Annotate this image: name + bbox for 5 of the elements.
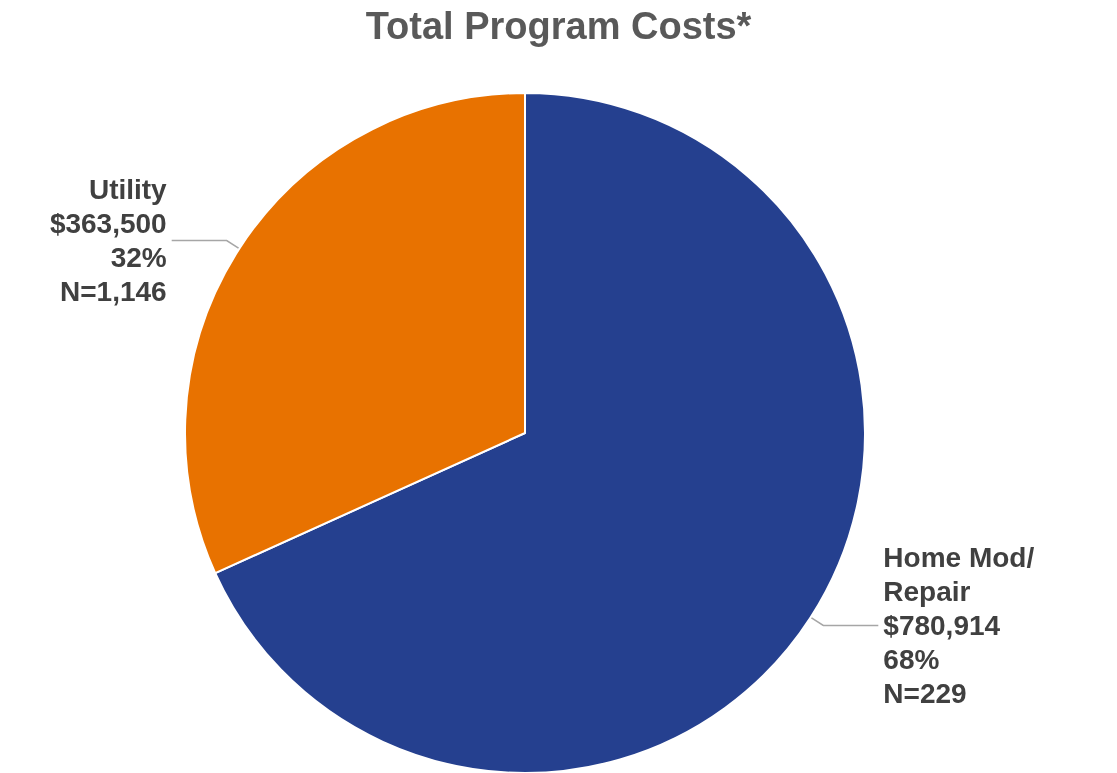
chart-title: Total Program Costs* xyxy=(365,5,752,47)
data-label: $363,500 32% N=1,146 xyxy=(49,208,167,308)
data-label: $780,914 68% N=229 xyxy=(883,609,1001,709)
slice-label: Utility xyxy=(88,174,168,206)
slice-label: Home Mod/Repair xyxy=(883,541,1035,607)
